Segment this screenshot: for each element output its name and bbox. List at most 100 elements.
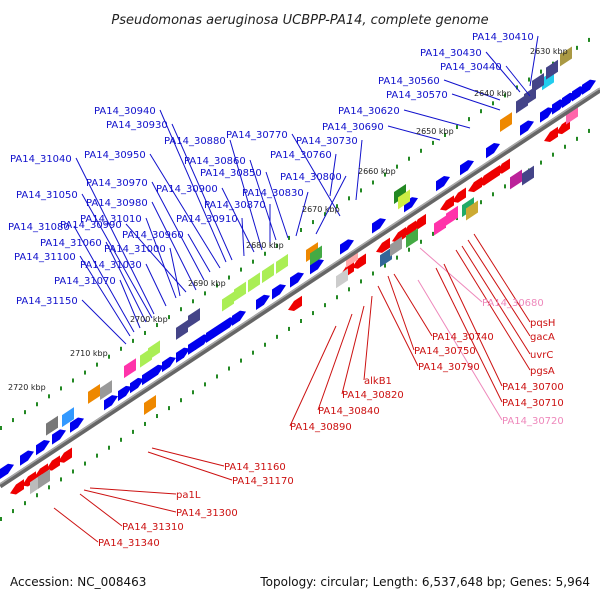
feature-block (222, 291, 234, 312)
tick-mark (216, 374, 218, 379)
forward-gene-label: PA14_30960 (122, 230, 184, 241)
reverse-gene-label: PA14_30710 (502, 398, 564, 409)
tick-mark (480, 109, 482, 114)
reverse-gene-arrow (46, 455, 60, 471)
forward-gene-label: PA14_31000 (104, 244, 166, 255)
kbp-label: 2700 kbp (130, 315, 168, 324)
forward-label-connector (81, 193, 153, 319)
tick-mark (336, 295, 338, 300)
feature-block (38, 469, 50, 489)
tick-mark (252, 259, 254, 264)
tick-mark (168, 406, 170, 411)
tick-mark (156, 414, 158, 419)
feature-block (336, 268, 348, 289)
forward-gene-label: PA14_30980 (86, 198, 148, 209)
forward-gene-label: PA14_31040 (10, 154, 72, 165)
feature-block (62, 407, 74, 428)
tick-mark (420, 239, 422, 244)
reverse-gene-label: PA14_30700 (502, 382, 564, 393)
gene-features (0, 46, 596, 495)
forward-gene-arrow (150, 364, 164, 380)
tick-mark (132, 338, 134, 343)
reverse-gene-label: PA14_30840 (318, 406, 380, 417)
reverse-gene-arrow (478, 170, 492, 186)
tick-mark (504, 93, 506, 98)
feature-block (500, 112, 512, 133)
tick-mark (588, 37, 590, 42)
forward-gene-label: PA14_30950 (84, 150, 146, 161)
tick-mark (228, 366, 230, 371)
forward-label-connector (329, 153, 337, 197)
forward-label-connector (355, 139, 363, 201)
forward-gene-label: PA14_30410 (472, 32, 534, 43)
feature-block (176, 319, 188, 340)
tick-mark (432, 231, 434, 236)
forward-gene-label: PA14_30930 (106, 120, 168, 131)
tick-mark (396, 255, 398, 260)
reverse-label-connector (53, 507, 99, 543)
kbp-label: 2680 kbp (246, 241, 284, 250)
tick-mark (276, 243, 278, 248)
kbp-label: 2640 kbp (474, 89, 512, 98)
reverse-gene-arrow (468, 176, 482, 193)
forward-gene-label: PA14_31070 (54, 276, 116, 287)
forward-gene-arrow (36, 439, 50, 456)
forward-label-connector (105, 241, 147, 323)
forward-gene-arrow (486, 142, 500, 159)
reverse-label-connector (419, 247, 483, 303)
tick-mark (492, 192, 494, 197)
reverse-gene-label: PA14_30750 (414, 346, 476, 357)
reverse-label-connector (289, 325, 337, 427)
tick-mark (348, 196, 350, 201)
forward-label-connector (171, 123, 233, 261)
forward-label-connector (73, 225, 135, 333)
forward-gene-arrow (70, 417, 84, 433)
forward-label-connector (125, 223, 187, 293)
tick-mark (192, 390, 194, 395)
forward-gene-label: PA14_31150 (16, 296, 78, 307)
tick-mark (240, 358, 242, 363)
reverse-gene-label: PA14_31310 (122, 522, 184, 533)
tick-mark (576, 136, 578, 141)
feature-block (234, 281, 246, 302)
kbp-label: 2710 kbp (70, 349, 108, 358)
tick-mark (288, 326, 290, 331)
tick-mark (552, 152, 554, 157)
forward-label-connector (159, 109, 227, 263)
reverse-label-connector (151, 447, 225, 467)
forward-gene-label: PA14_31030 (80, 260, 142, 271)
tick-mark (540, 160, 542, 165)
forward-label-connector (505, 65, 531, 97)
forward-gene-arrow (460, 160, 474, 176)
tick-mark (144, 330, 146, 335)
forward-gene-label: PA14_31080 (8, 222, 70, 233)
tick-mark (300, 228, 302, 232)
reverse-label-connector (363, 295, 373, 381)
forward-label-connector (119, 279, 141, 329)
tick-mark (540, 69, 542, 74)
reverse-label-connector (89, 487, 177, 495)
forward-gene-arrow (104, 395, 118, 411)
tick-mark (84, 370, 86, 375)
reverse-label-connector (317, 313, 353, 411)
forward-label-connector (145, 217, 177, 299)
tick-mark (432, 140, 434, 145)
reverse-gene-label: PA14_30790 (418, 362, 480, 373)
tick-mark (408, 156, 410, 161)
pseudo-gene-label: PA14_30680 (482, 298, 544, 309)
feature-block (566, 104, 578, 125)
tick-mark (48, 394, 50, 399)
forward-gene-label: PA14_30760 (270, 150, 332, 161)
reverse-gene-arrow (392, 227, 406, 243)
tick-mark (132, 429, 134, 434)
forward-label-connector (241, 217, 245, 257)
reverse-label-connector (443, 263, 503, 387)
tick-mark (204, 291, 206, 296)
forward-label-connector (295, 191, 309, 237)
feature-block (466, 200, 478, 221)
forward-gene-arrow (372, 218, 386, 234)
feature-block (510, 169, 522, 190)
feature-block (100, 380, 112, 400)
forward-gene-arrow (0, 463, 14, 479)
forward-label-connector (451, 93, 501, 111)
